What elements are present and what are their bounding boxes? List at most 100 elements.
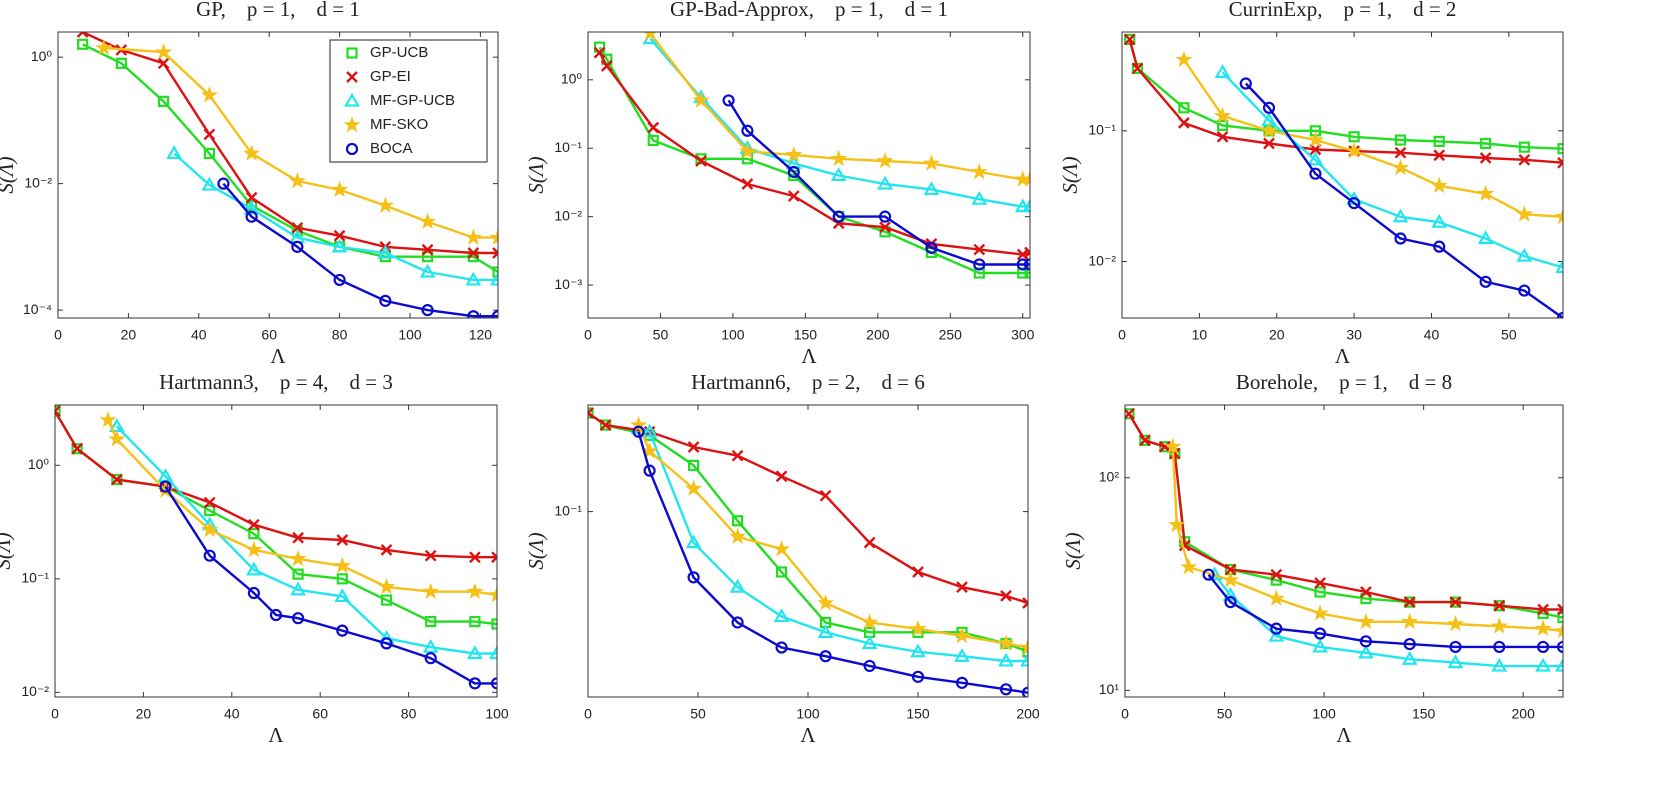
y-tick-label: 10² <box>1099 468 1120 484</box>
marker-triangle <box>1020 652 1028 667</box>
marker-circle <box>731 616 744 629</box>
marker-star <box>630 416 648 433</box>
x-tick-label: 50 <box>1501 327 1517 343</box>
marker-x <box>1125 407 1135 420</box>
y-axis-label: S(Λ) <box>1061 532 1085 569</box>
marker-star <box>1311 604 1329 621</box>
marker-star <box>909 619 927 637</box>
marker-circle <box>787 165 800 179</box>
marker-x <box>1394 146 1407 159</box>
marker-circle <box>1262 101 1276 114</box>
marker-star <box>1021 170 1030 187</box>
marker-x <box>1139 434 1151 447</box>
panel: CurrinExp, p = 1, d = 2 Λ S(Λ) 0 10 20 30 40 50 1… <box>1058 0 1564 368</box>
marker-x <box>1024 246 1030 259</box>
plot-frame <box>587 404 1029 698</box>
series-line <box>103 46 498 239</box>
marker-square <box>491 618 497 630</box>
marker-circle <box>832 210 845 223</box>
marker-star <box>377 577 396 595</box>
marker-star <box>419 212 437 230</box>
x-tick-label: 20 <box>1269 327 1285 343</box>
marker-triangle <box>1477 230 1494 245</box>
marker-circle <box>291 240 304 253</box>
series-line <box>598 52 1030 256</box>
y-tick-label: 10⁻² <box>21 683 49 699</box>
marker-x <box>819 489 832 502</box>
marker-star <box>1490 617 1508 634</box>
series-line <box>164 485 497 685</box>
panel: Hartmann6, p = 2, d = 6 Λ S(Λ) 0 50 100 150 200… <box>524 370 1040 747</box>
legend-label: BOCA <box>370 140 413 157</box>
x-axis-label: Λ <box>1335 344 1351 368</box>
marker-star <box>1554 622 1563 639</box>
plot-area <box>55 405 497 697</box>
marker-star <box>1357 612 1375 630</box>
series-group <box>593 32 1030 279</box>
x-tick-label: 150 <box>906 706 930 722</box>
marker-circle <box>632 425 645 438</box>
x-tick-label: 0 <box>54 327 62 343</box>
marker-circle <box>380 637 393 650</box>
marker-circle <box>1348 196 1361 210</box>
x-tick-label: 20 <box>136 706 152 722</box>
marker-star <box>643 32 657 41</box>
x-tick-label: 120 <box>469 327 493 343</box>
marker-x <box>1557 603 1563 616</box>
marker-x <box>588 407 594 419</box>
marker-star <box>1515 205 1533 222</box>
marker-circle <box>1433 240 1446 253</box>
x-tick-label: 250 <box>939 327 963 343</box>
marker-square <box>1314 586 1326 598</box>
marker-star <box>953 626 971 644</box>
series-line <box>1207 573 1563 649</box>
marker-triangle <box>773 608 790 623</box>
x-tick-label: 0 <box>584 327 592 343</box>
marker-star <box>1534 619 1552 636</box>
x-tick-label: 0 <box>1118 327 1126 343</box>
chart-title: Hartmann6, p = 2, d = 6 <box>691 370 925 394</box>
marker-circle <box>1394 232 1407 245</box>
marker-star <box>773 540 791 557</box>
marker-x <box>424 549 437 562</box>
plot-frame <box>1121 31 1564 319</box>
legend-label: GP-EI <box>370 68 411 85</box>
marker-star <box>785 145 803 163</box>
marker-triangle <box>465 271 482 286</box>
marker-star <box>1221 571 1240 588</box>
series-group <box>588 407 1028 697</box>
marker-circle <box>955 676 969 689</box>
marker-star <box>1213 106 1232 124</box>
marker-circle <box>468 677 481 690</box>
marker-x <box>76 32 89 38</box>
marker-star <box>1306 130 1325 148</box>
legend-label: MF-GP-UCB <box>370 92 455 109</box>
marker-circle <box>467 310 480 318</box>
marker-star <box>1430 176 1448 194</box>
marker-x <box>71 442 83 455</box>
marker-star <box>922 154 941 171</box>
panel: GP-Bad-Approx, p = 1, d = 1 Λ S(Λ) 0 50 100 15… <box>524 0 1035 368</box>
x-tick-label: 100 <box>721 327 745 343</box>
x-axis-label: Λ <box>1336 723 1352 747</box>
marker-circle <box>379 294 392 307</box>
marker-square <box>346 47 358 59</box>
marker-triangle <box>1555 657 1563 672</box>
marker-x <box>600 60 613 72</box>
marker-star <box>1391 158 1410 176</box>
marker-square <box>1518 141 1530 153</box>
marker-square <box>77 38 89 50</box>
marker-square <box>71 443 83 455</box>
marker-square <box>775 566 788 578</box>
marker-circle <box>1224 596 1237 609</box>
legend: GP-UCB GP-EI MF-GP-UCB MF-SKO BOCA <box>329 39 488 163</box>
y-axis-label: S(Λ) <box>0 156 18 193</box>
marker-square <box>336 573 348 585</box>
x-tick-label: 80 <box>401 706 417 722</box>
marker-x <box>1309 143 1322 156</box>
marker-star <box>201 520 219 538</box>
marker-circle <box>643 464 656 477</box>
marker-circle <box>925 241 938 254</box>
marker-square <box>292 568 304 580</box>
marker-x <box>1000 590 1012 602</box>
